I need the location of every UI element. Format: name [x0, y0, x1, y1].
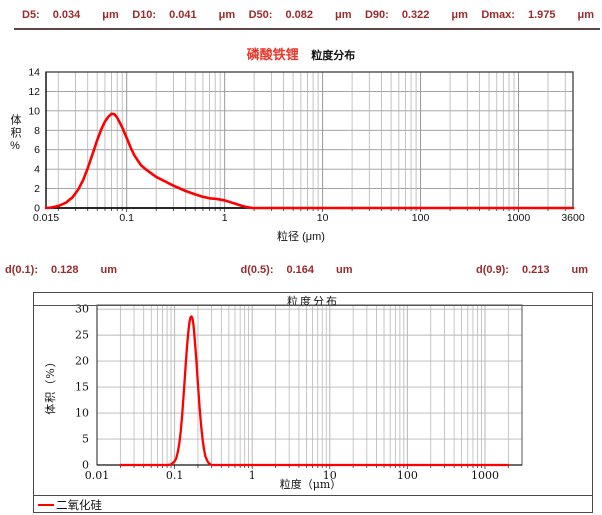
stat-unit: μm — [102, 9, 119, 21]
stat-unit: μm — [218, 9, 236, 21]
svg-text:0.015: 0.015 — [33, 212, 59, 224]
stat-value: 0.082 — [285, 9, 313, 21]
stat-unit: um — [100, 264, 118, 276]
svg-text:0.1: 0.1 — [166, 469, 184, 482]
chart2-title-rule — [34, 305, 592, 306]
svg-text:2: 2 — [34, 183, 40, 195]
stats-row-top: D5: 0.034 μm D10: 0.041 μm D50: 0.082 μm… — [22, 9, 594, 21]
stat-unit: μm — [577, 9, 594, 21]
stat-d05: d(0.5): 0.164 um — [240, 264, 352, 276]
stat-value: 1.975 — [527, 9, 556, 21]
stat-label: D10: — [132, 9, 157, 21]
svg-text:0.01: 0.01 — [85, 469, 110, 482]
svg-text:10: 10 — [28, 105, 40, 117]
stat-d10: D10: 0.041 μm — [132, 9, 235, 21]
stat-value: 0.041 — [169, 9, 197, 21]
legend: 二氧化硅 — [38, 497, 102, 513]
svg-text:20: 20 — [75, 355, 89, 368]
stat-label: D50: — [248, 9, 273, 21]
svg-text:0: 0 — [82, 459, 89, 472]
chart2-y-axis-label: 体积（%） — [44, 355, 57, 415]
stat-label: d(0.9): — [475, 264, 509, 276]
stat-label: d(0.5): — [240, 264, 274, 276]
chart1-y-axis-label: 体积% — [9, 114, 21, 154]
svg-text:1: 1 — [222, 212, 228, 224]
svg-text:100: 100 — [397, 469, 418, 482]
chart2-x-axis-label: 粒度（μm） — [279, 478, 342, 491]
chart1-title: 磷酸铁锂 粒度分布 — [0, 44, 602, 64]
stat-d50: D50: 0.082 μm — [249, 9, 352, 21]
svg-text:1000: 1000 — [507, 212, 531, 224]
stat-unit: μm — [334, 9, 352, 21]
chart2-frame: 粒度分布 粒度（μm） 二氧化硅 — [33, 292, 593, 513]
chart2-legend-divider — [34, 495, 592, 496]
stat-d90: D90: 0.322 μm — [365, 9, 468, 21]
svg-text:15: 15 — [75, 381, 89, 394]
svg-text:0.1: 0.1 — [119, 212, 134, 224]
chart1-x-axis-label: 粒径 (μm) — [277, 231, 325, 243]
chart1-title-suffix: 粒度分布 — [311, 50, 356, 62]
stat-value: 0.128 — [51, 264, 79, 276]
legend-line-marker — [38, 504, 54, 506]
stat-value: 0.322 — [401, 9, 430, 21]
stat-unit: μm — [451, 9, 468, 21]
stat-label: Dmax: — [481, 9, 515, 21]
svg-text:5: 5 — [82, 433, 89, 446]
stat-label: D5: — [22, 9, 40, 21]
stat-dmax: Dmax: 1.975 μm — [481, 9, 594, 21]
stat-value: 0.213 — [521, 264, 550, 276]
stat-label: D90: — [364, 9, 389, 21]
svg-text:1: 1 — [249, 469, 256, 482]
svg-text:4: 4 — [34, 164, 40, 176]
svg-text:12: 12 — [28, 86, 40, 98]
svg-text:14: 14 — [28, 67, 40, 79]
svg-text:10: 10 — [317, 212, 329, 224]
svg-text:6: 6 — [34, 144, 40, 156]
separator-line — [14, 28, 600, 30]
legend-label: 二氧化硅 — [56, 498, 102, 512]
svg-text:25: 25 — [75, 329, 89, 342]
svg-text:100: 100 — [412, 212, 430, 224]
stat-d5: D5: 0.034 μm — [22, 9, 119, 21]
svg-text:0: 0 — [34, 203, 40, 215]
stat-d01: d(0.1): 0.128 um — [5, 264, 117, 276]
chart2-title: 粒度分布 — [287, 295, 339, 308]
svg-text:8: 8 — [34, 125, 40, 137]
stat-label: d(0.1): — [5, 264, 38, 276]
stat-value: 0.164 — [286, 264, 315, 276]
chart1-material-name: 磷酸铁锂 — [246, 47, 299, 62]
stat-value: 0.034 — [52, 9, 81, 21]
stat-unit: um — [571, 264, 589, 276]
stats-row-bottom: d(0.1): 0.128 um d(0.5): 0.164 um d(0.9)… — [5, 264, 588, 276]
stat-d09: d(0.9): 0.213 um — [476, 264, 588, 276]
svg-text:10: 10 — [75, 407, 89, 420]
svg-text:1000: 1000 — [471, 469, 499, 482]
svg-text:3600: 3600 — [561, 212, 585, 224]
svg-text:10: 10 — [323, 469, 337, 482]
stat-unit: um — [336, 264, 353, 276]
